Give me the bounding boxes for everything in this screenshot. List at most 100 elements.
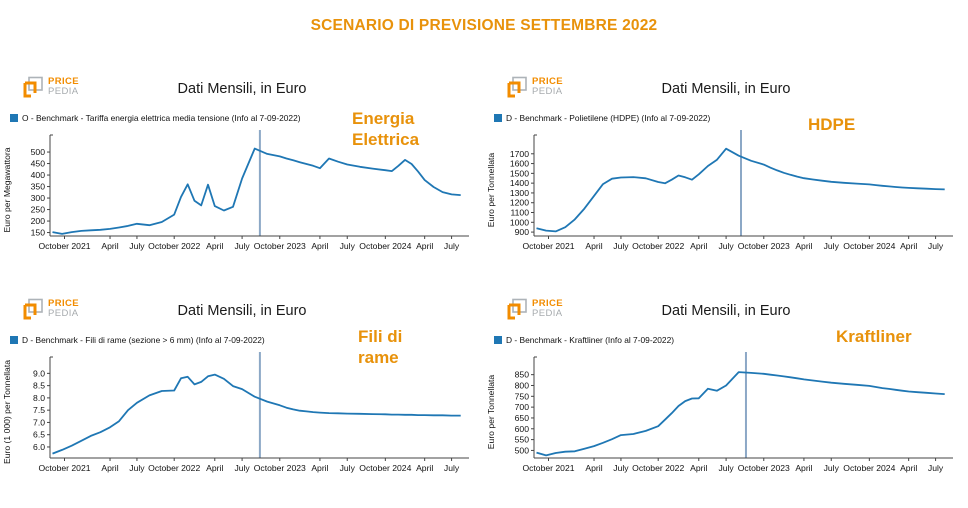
svg-text:500: 500 [515, 445, 530, 455]
pricepedia-logo-icon [23, 298, 43, 320]
svg-text:April: April [795, 463, 812, 473]
svg-text:850: 850 [515, 370, 530, 380]
svg-text:1200: 1200 [510, 198, 529, 208]
pricepedia-logo-text: PRICE PEDIA [48, 77, 79, 97]
svg-text:July: July [718, 463, 734, 473]
chart-header: PRICE PEDIA Dati Mensili, in Euro [484, 296, 968, 330]
product-label: Fili di rame [358, 327, 403, 367]
series-line [52, 373, 461, 455]
svg-text:July: July [613, 463, 629, 473]
svg-text:1300: 1300 [510, 188, 529, 198]
svg-text:April: April [900, 463, 917, 473]
legend-text: D - Benchmark - Fili di rame (sezione > … [22, 335, 265, 345]
svg-text:9.0: 9.0 [33, 368, 45, 378]
svg-text:650: 650 [515, 413, 530, 423]
svg-text:October 2022: October 2022 [632, 241, 684, 251]
svg-text:April: April [311, 241, 328, 251]
series-line [536, 147, 945, 233]
logo-word-price: PRICE [48, 298, 80, 309]
svg-text:500: 500 [31, 147, 46, 157]
chart-title: Dati Mensili, in Euro [177, 303, 307, 319]
svg-text:450: 450 [31, 159, 46, 169]
chart-panel-kraftliner: PRICE PEDIA Dati Mensili, in Euro D - Be… [484, 286, 968, 508]
product-label: HDPE [808, 115, 856, 134]
pricepedia-logo-text: PRICE PEDIA [532, 77, 563, 97]
chart-title: Dati Mensili, in Euro [661, 81, 791, 97]
y-axis-title: Euro (1 000) per Tonnellata [2, 360, 12, 464]
svg-text:July: July [824, 463, 840, 473]
svg-text:October 2021: October 2021 [38, 463, 90, 473]
pricepedia-logo-icon [507, 76, 527, 98]
legend-text: D - Benchmark - Polietilene (HDPE) (Info… [506, 113, 711, 123]
product-label: Kraftliner [836, 327, 912, 346]
chart-legend: D - Benchmark - Fili di rame (sezione > … [10, 334, 484, 346]
svg-text:April: April [311, 463, 328, 473]
svg-text:October 2024: October 2024 [843, 463, 895, 473]
svg-text:1600: 1600 [510, 159, 529, 169]
svg-text:July: July [234, 463, 250, 473]
chart-panel-fili-di-rame: PRICE PEDIA Dati Mensili, in Euro D - Be… [0, 286, 484, 508]
svg-text:1700: 1700 [510, 149, 529, 159]
svg-text:July: July [613, 241, 629, 251]
svg-text:October 2021: October 2021 [522, 463, 574, 473]
svg-text:900: 900 [515, 227, 530, 237]
svg-text:April: April [795, 241, 812, 251]
svg-text:July: July [234, 241, 250, 251]
svg-text:July: July [129, 463, 145, 473]
svg-text:April: April [206, 241, 223, 251]
svg-text:150: 150 [31, 228, 46, 238]
svg-text:350: 350 [31, 182, 46, 192]
svg-text:October 2022: October 2022 [148, 241, 200, 251]
pricepedia-logo-icon [23, 76, 43, 98]
legend-swatch [494, 114, 502, 122]
svg-text:1400: 1400 [510, 178, 529, 188]
svg-text:700: 700 [515, 402, 530, 412]
svg-text:October 2022: October 2022 [148, 463, 200, 473]
svg-text:April: April [585, 463, 602, 473]
legend-text: D - Benchmark - Kraftliner (Info al 7-09… [506, 335, 675, 345]
svg-text:October 2024: October 2024 [359, 241, 411, 251]
svg-text:April: April [101, 241, 118, 251]
svg-text:1500: 1500 [510, 168, 529, 178]
chart-header: PRICE PEDIA Dati Mensili, in Euro [0, 296, 484, 330]
pricepedia-logo: PRICE PEDIA [506, 76, 563, 98]
svg-text:October 2021: October 2021 [522, 241, 574, 251]
logo-word-pedia: PEDIA [48, 308, 79, 319]
pricepedia-logo: PRICE PEDIA [22, 76, 79, 98]
series-line [52, 147, 461, 235]
charts-grid: PRICE PEDIA Dati Mensili, in Euro O - Be… [0, 64, 968, 508]
svg-text:October 2024: October 2024 [359, 463, 411, 473]
chart-legend: O - Benchmark - Tariffa energia elettric… [10, 112, 484, 124]
svg-text:July: July [824, 241, 840, 251]
svg-text:April: April [585, 241, 602, 251]
chart-header: PRICE PEDIA Dati Mensili, in Euro [0, 74, 484, 108]
legend-swatch [10, 114, 18, 122]
pricepedia-logo-icon [507, 298, 527, 320]
svg-text:8.5: 8.5 [33, 381, 45, 391]
svg-text:400: 400 [31, 170, 46, 180]
svg-text:July: July [444, 241, 460, 251]
svg-text:October 2023: October 2023 [738, 241, 790, 251]
chart-panel-hdpe: PRICE PEDIA Dati Mensili, in Euro D - Be… [484, 64, 968, 286]
svg-text:October 2024: October 2024 [843, 241, 895, 251]
svg-text:April: April [206, 463, 223, 473]
svg-text:April: April [416, 241, 433, 251]
pricepedia-logo: PRICE PEDIA [22, 298, 79, 320]
pricepedia-logo-text: PRICE PEDIA [48, 299, 79, 319]
logo-word-pedia: PEDIA [532, 308, 563, 319]
svg-text:250: 250 [31, 205, 46, 215]
svg-text:October 2022: October 2022 [632, 463, 684, 473]
svg-text:July: July [340, 241, 356, 251]
logo-word-pedia: PEDIA [532, 86, 563, 97]
chart-panel-energia-elettrica: PRICE PEDIA Dati Mensili, in Euro O - Be… [0, 64, 484, 286]
svg-text:October 2023: October 2023 [254, 463, 306, 473]
svg-text:April: April [416, 463, 433, 473]
svg-text:April: April [101, 463, 118, 473]
legend-swatch [10, 336, 18, 344]
svg-text:750: 750 [515, 391, 530, 401]
svg-text:800: 800 [515, 380, 530, 390]
chart-title: Dati Mensili, in Euro [661, 303, 791, 319]
